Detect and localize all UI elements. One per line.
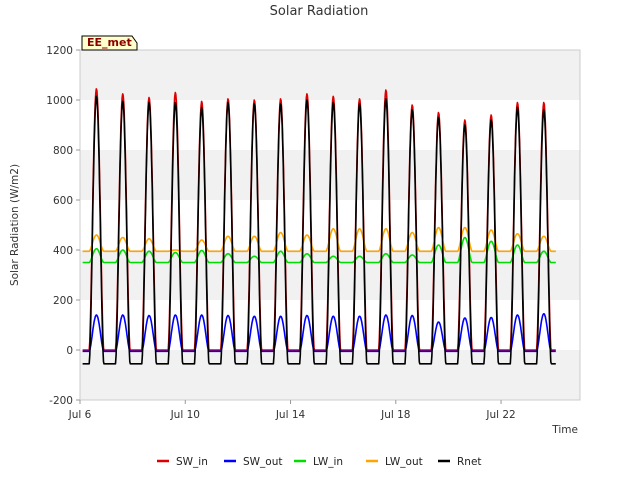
series-line-sw-out bbox=[82, 312, 557, 353]
y-tick-label: 200 bbox=[53, 295, 73, 307]
y-tick-label: 800 bbox=[53, 145, 73, 157]
legend-item-sw-out: SW_out bbox=[224, 456, 283, 468]
plot-area bbox=[79, 49, 581, 401]
legend-item-rnet: Rnet bbox=[438, 456, 482, 468]
legend-item-lw-in: LW_in bbox=[294, 456, 343, 468]
series-lines bbox=[82, 88, 557, 365]
y-tick-label: -200 bbox=[49, 395, 73, 407]
series-line-lw-in bbox=[82, 236, 557, 264]
legend-label: SW_out bbox=[243, 456, 283, 468]
y-axis: -200 0 200 400 600 800 1000 1200 bbox=[46, 45, 80, 407]
x-tick-label: Jul 22 bbox=[485, 409, 515, 421]
y-axis-title: Solar Radiation (W/m2) bbox=[9, 164, 21, 286]
chart-title: Solar Radiation bbox=[270, 4, 369, 19]
station-badge: EE_met bbox=[81, 35, 138, 51]
x-tick-label: Jul 14 bbox=[275, 409, 306, 421]
x-tick-label: Jul 6 bbox=[68, 409, 92, 421]
legend-label: LW_out bbox=[385, 456, 423, 468]
x-tick-label: Jul 10 bbox=[170, 409, 200, 421]
station-badge-label: EE_met bbox=[87, 36, 132, 49]
x-axis-title: Time bbox=[551, 424, 578, 436]
y-tick-label: 1000 bbox=[46, 95, 73, 107]
x-tick-label: Jul 18 bbox=[380, 409, 410, 421]
legend-item-lw-out: LW_out bbox=[366, 456, 423, 468]
series-line-rnet bbox=[82, 95, 557, 365]
legend-label: Rnet bbox=[457, 456, 482, 468]
legend: SW_in SW_out LW_in LW_out Rnet bbox=[157, 456, 482, 468]
y-tick-label: 0 bbox=[66, 345, 73, 357]
y-tick-label: 1200 bbox=[46, 45, 73, 57]
x-axis: Jul 6 Jul 10 Jul 14 Jul 18 Jul 22 bbox=[68, 400, 516, 421]
series-line-lw-out bbox=[82, 226, 557, 253]
y-tick-label: 600 bbox=[53, 195, 73, 207]
legend-item-sw-in: SW_in bbox=[157, 456, 208, 468]
series-line-sw-in bbox=[82, 88, 557, 351]
background-band bbox=[80, 50, 580, 100]
y-tick-label: 400 bbox=[53, 245, 73, 257]
background-band bbox=[80, 350, 580, 400]
legend-label: SW_in bbox=[176, 456, 208, 468]
legend-label: LW_in bbox=[313, 456, 343, 468]
